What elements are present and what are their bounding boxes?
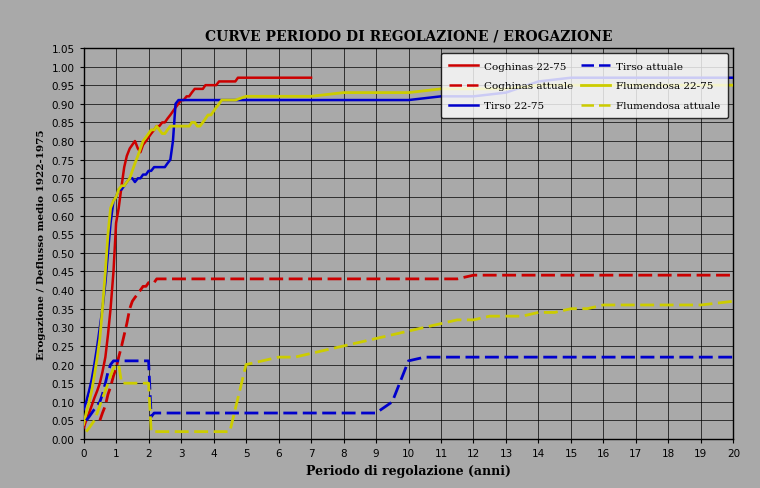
Title: CURVE PERIODO DI REGOLAZIONE / EROGAZIONE: CURVE PERIODO DI REGOLAZIONE / EROGAZION… [204, 29, 613, 43]
X-axis label: Periodo di regolazione (anni): Periodo di regolazione (anni) [306, 464, 511, 477]
Y-axis label: Erogazione / Deflusso medio 1922-1975: Erogazione / Deflusso medio 1922-1975 [37, 129, 46, 359]
Legend: Coghinas 22-75, Coghinas attuale, Tirso 22-75, Tirso attuale, Flumendosa 22-75, : Coghinas 22-75, Coghinas attuale, Tirso … [441, 54, 728, 119]
